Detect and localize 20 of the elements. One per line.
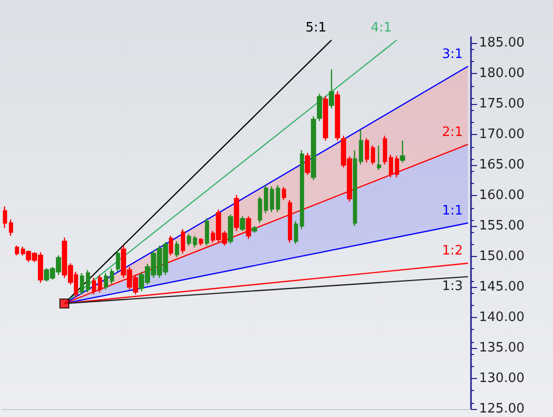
y-tick-label: 140.00: [479, 310, 524, 326]
series-label: 1:3: [442, 279, 463, 294]
y-tick-label: 130.00: [479, 371, 524, 386]
y-tick-label: 150.00: [479, 249, 524, 264]
series-label: 5:1: [305, 20, 326, 36]
series-label: 3:1: [442, 46, 463, 62]
y-tick-label: 160.00: [479, 188, 524, 204]
series-label: 2:1: [442, 124, 463, 140]
y-tick-label: 165.00: [479, 158, 524, 173]
series-label: 4:1: [370, 20, 392, 36]
y-tick-label: 135.00: [479, 340, 524, 356]
y-tick-label: 170.00: [479, 127, 524, 142]
y-tick-label: 155.00: [479, 218, 524, 234]
series-label: 1:1: [442, 204, 463, 218]
y-tick-label: 145.00: [479, 280, 524, 295]
y-tick-label: 180.00: [479, 66, 524, 82]
series-label: 1:2: [442, 244, 463, 259]
y-tick-label: 185.00: [479, 36, 524, 51]
y-tick-label: 175.00: [479, 96, 524, 112]
y-tick-label: 125.00: [479, 402, 524, 416]
